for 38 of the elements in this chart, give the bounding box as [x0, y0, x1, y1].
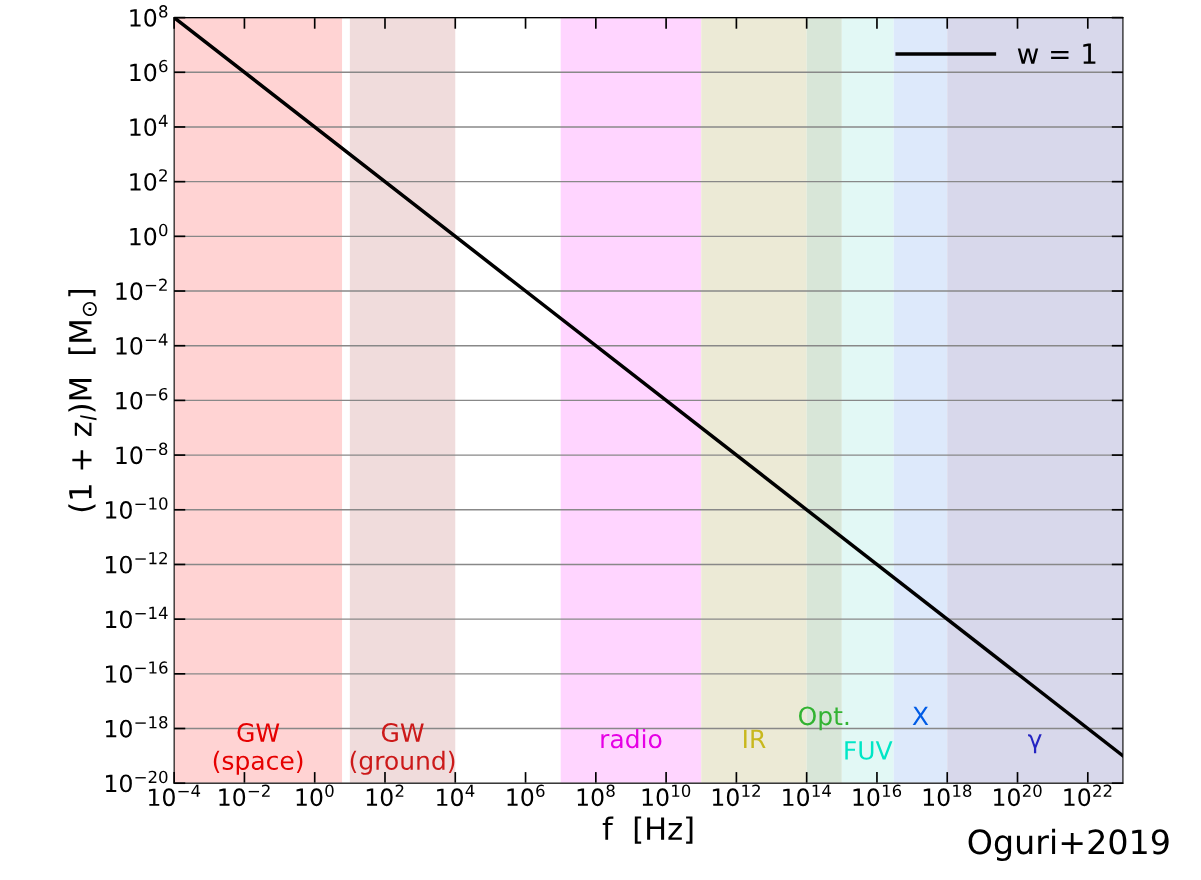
x-tick-label: 10$^{12}$	[712, 784, 760, 807]
band-label: radio	[601, 728, 662, 749]
y-tick-label: 10$^{2}$	[130, 169, 167, 191]
band-label: FUV	[845, 741, 893, 760]
x-tick-label: 10$^{2}$	[366, 784, 404, 807]
band-label: IR	[744, 729, 766, 748]
x-axis-title: f [Hz]	[602, 816, 693, 844]
x-tick-label: 10$^{16}$	[853, 784, 902, 807]
y-tick-label: 10$^{0}$	[130, 223, 168, 246]
y-axis-title: (1 + z$_{l}$)M [M$_{⊙}$]	[68, 289, 97, 512]
band-label: Opt.	[799, 706, 849, 731]
x-tick-label: 10$^{18}$	[923, 784, 972, 807]
y-tick-label: 10$^{6}$	[130, 59, 168, 82]
band-label: γ	[1028, 734, 1042, 754]
x-tick-label: 10$^{8}$	[577, 784, 615, 807]
band-label: X	[912, 706, 929, 726]
x-tick-label: 10$^{0}$	[296, 784, 334, 807]
band-label: GW (ground)	[350, 723, 455, 775]
x-tick-label: 10$^{14}$	[783, 784, 831, 807]
y-tick-label: 10$^{−6}$	[116, 387, 168, 410]
y-tick-label: 10$^{4}$	[130, 114, 168, 137]
x-tick-label: 10$^{10}$	[642, 784, 691, 807]
x-tick-label: 10$^{6}$	[507, 784, 545, 807]
y-tick-label: 10$^{8}$	[130, 5, 168, 27]
x-tick-label: 10$^{22}$	[1064, 784, 1112, 807]
y-tick-label: 10$^{−18}$	[106, 716, 168, 738]
y-tick-label: 10$^{−4}$	[116, 333, 168, 355]
y-tick-label: 10$^{−8}$	[116, 442, 168, 465]
y-tick-label: 10$^{−14}$	[106, 606, 168, 629]
x-tick-label: 10$^{4}$	[437, 784, 475, 807]
text: Oguri+2019	[968, 828, 1169, 861]
y-tick-label: 10$^{−10}$	[106, 497, 168, 519]
y-tick-label: 10$^{−16}$	[106, 661, 168, 683]
y-tick-label: 10$^{−2}$	[116, 278, 167, 301]
x-tick-label: 10$^{20}$	[994, 784, 1042, 807]
legend-label: w = 1	[1017, 43, 1096, 64]
x-tick-label: 10$^{−2}$	[219, 784, 270, 807]
y-tick-label: 10$^{−12}$	[106, 551, 167, 574]
